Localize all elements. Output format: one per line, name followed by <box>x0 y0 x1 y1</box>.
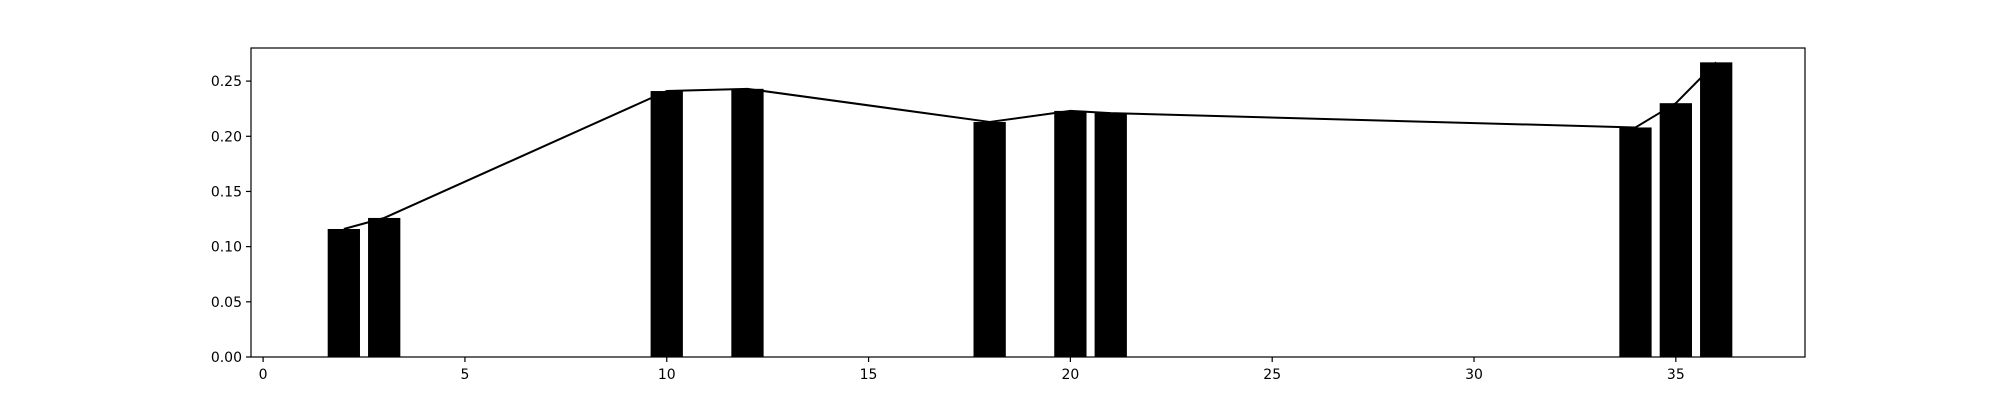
x-tick-label: 25 <box>1263 367 1281 383</box>
bars-layer <box>327 62 1733 358</box>
x-tick-label: 30 <box>1465 367 1483 383</box>
x-tick-label: 15 <box>860 367 878 383</box>
bar <box>327 228 360 357</box>
x-tick-label: 5 <box>460 367 469 383</box>
y-tick-label: 0.25 <box>211 74 242 90</box>
bar <box>973 121 1006 357</box>
bar <box>1659 103 1692 358</box>
bar <box>1700 62 1733 357</box>
y-tick-label: 0.00 <box>211 350 242 366</box>
axes-frame <box>250 47 1806 358</box>
series-line <box>343 61 1717 230</box>
y-tick-label: 0.20 <box>211 129 242 145</box>
bar <box>650 91 683 357</box>
y-tick-label: 0.10 <box>211 240 242 256</box>
x-tick-label: 35 <box>1667 367 1685 383</box>
x-tick-label: 10 <box>658 367 676 383</box>
bar <box>368 217 401 357</box>
axes-layer: 0 5 10 15 20 25 30 35 0.00 0.05 0.10 0.15 0.20 0.25 <box>211 47 1806 383</box>
line-layer <box>343 61 1717 230</box>
bar <box>1094 113 1127 357</box>
y-tick-label: 0.05 <box>211 295 242 311</box>
bar <box>731 88 764 357</box>
x-tick-label: 20 <box>1061 367 1079 383</box>
x-tick-label: 0 <box>259 367 268 383</box>
bar <box>1054 110 1087 358</box>
bar <box>1619 127 1652 358</box>
y-tick-label: 0.15 <box>211 184 242 200</box>
